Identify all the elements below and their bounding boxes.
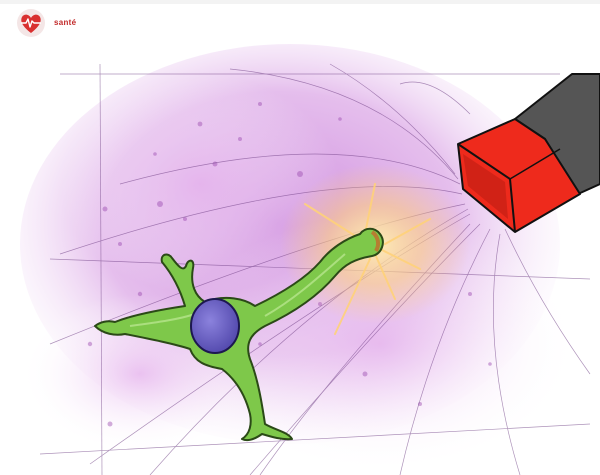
brand-name[interactable]: santé: [54, 18, 77, 27]
top-strip: [0, 0, 600, 4]
magnet: [457, 73, 600, 233]
cell-nucleus: [190, 298, 240, 354]
heart-pulse-icon[interactable]: [16, 8, 46, 38]
paint-speckles: [87, 102, 492, 427]
neuron-magnet-illustration: [20, 44, 600, 475]
site-header: santé: [0, 4, 600, 44]
neuron-cell: [94, 227, 384, 442]
